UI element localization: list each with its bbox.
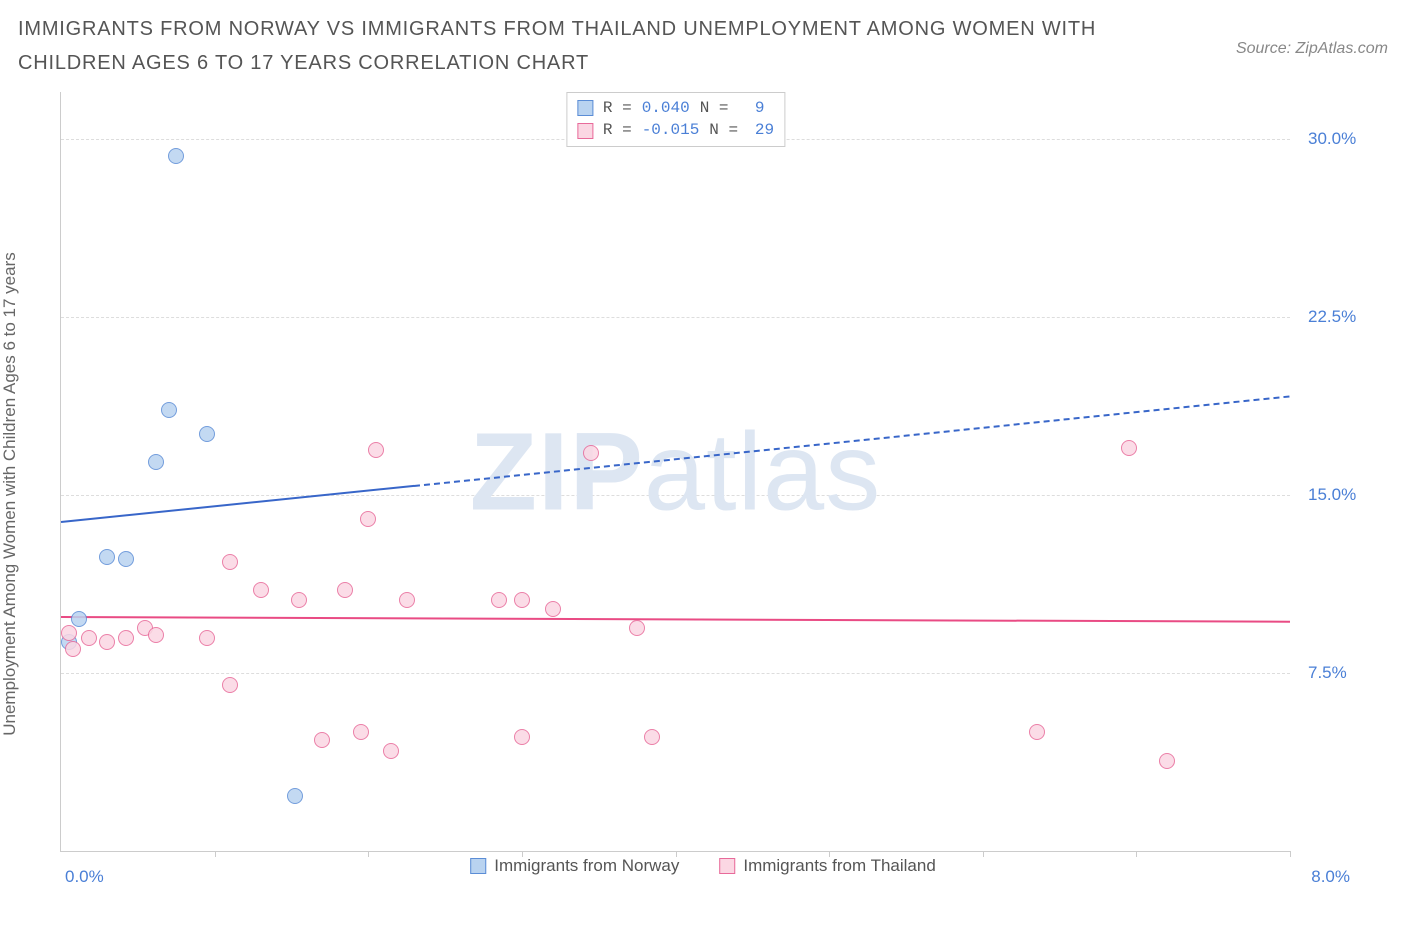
data-point [514,729,530,745]
data-point [1159,753,1175,769]
data-point [287,788,303,804]
data-point [168,148,184,164]
source-attribution: Source: ZipAtlas.com [1236,40,1388,58]
data-point [545,601,561,617]
watermark: ZIPatlas [470,408,881,535]
gridline [61,317,1290,318]
data-point [514,592,530,608]
x-tick [983,851,984,857]
data-point [148,627,164,643]
data-point [383,743,399,759]
data-point [71,611,87,627]
y-tick-label: 7.5% [1308,663,1347,683]
data-point [360,511,376,527]
data-point [199,426,215,442]
data-point [81,630,97,646]
swatch-icon [719,858,735,874]
legend-item-thailand: Immigrants from Thailand [719,856,935,876]
data-point [1121,440,1137,456]
series-legend: Immigrants from Norway Immigrants from T… [470,856,936,876]
data-point [644,729,660,745]
data-point [222,554,238,570]
gridline [61,495,1290,496]
data-point [314,732,330,748]
trend-line [61,616,1290,623]
data-point [118,630,134,646]
legend-row-norway: R = 0.040 N = 9 [577,97,774,119]
data-point [629,620,645,636]
data-point [353,724,369,740]
swatch-icon [577,123,593,139]
r-value-thailand: -0.015 [642,119,700,141]
x-tick [1136,851,1137,857]
swatch-icon [577,100,593,116]
swatch-icon [470,858,486,874]
r-value-norway: 0.040 [642,97,690,119]
data-point [148,454,164,470]
legend-item-norway: Immigrants from Norway [470,856,679,876]
chart-title: IMMIGRANTS FROM NORWAY VS IMMIGRANTS FRO… [18,12,1138,80]
data-point [253,582,269,598]
data-point [99,634,115,650]
data-point [65,641,81,657]
n-value-norway: 9 [739,97,765,119]
x-axis-end-label: 8.0% [1311,867,1350,887]
y-tick-label: 30.0% [1308,129,1356,149]
data-point [199,630,215,646]
data-point [368,442,384,458]
trend-line [414,396,1290,488]
legend-row-thailand: R = -0.015 N = 29 [577,119,774,141]
gridline [61,673,1290,674]
x-tick [215,851,216,857]
x-tick [1290,851,1291,857]
data-point [99,549,115,565]
y-tick-label: 22.5% [1308,307,1356,327]
data-point [1029,724,1045,740]
chart-container: Unemployment Among Women with Children A… [18,88,1388,900]
x-tick [368,851,369,857]
n-value-thailand: 29 [748,119,774,141]
data-point [399,592,415,608]
data-point [491,592,507,608]
data-point [222,677,238,693]
x-axis-start-label: 0.0% [65,867,104,887]
data-point [161,402,177,418]
y-tick-label: 15.0% [1308,485,1356,505]
plot-area: ZIPatlas R = 0.040 N = 9 R = -0.015 N = … [60,92,1290,852]
data-point [291,592,307,608]
data-point [337,582,353,598]
y-axis-label: Unemployment Among Women with Children A… [0,252,20,736]
correlation-legend: R = 0.040 N = 9 R = -0.015 N = 29 [566,92,785,147]
data-point [61,625,77,641]
data-point [583,445,599,461]
data-point [118,551,134,567]
